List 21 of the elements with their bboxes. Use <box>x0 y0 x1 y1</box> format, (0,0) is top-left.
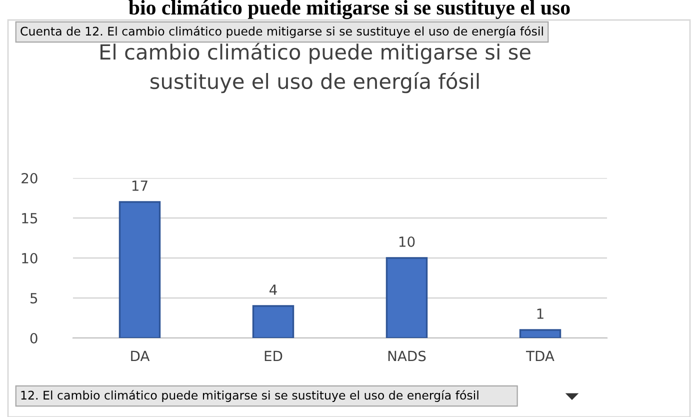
text: bio climático puede mitigarse si se sustituye el uso <box>128 0 570 20</box>
bar <box>252 305 294 338</box>
x-tick-label: ED <box>264 350 282 362</box>
data-label: 1 <box>537 308 544 319</box>
y-tick-label: 20 <box>22 172 38 184</box>
bar <box>386 257 428 338</box>
y-tick-label: 15 <box>22 213 38 224</box>
y-tick-label: 10 <box>22 252 38 264</box>
data-label: 4 <box>270 284 277 295</box>
x-tick-label: TDA <box>526 350 554 362</box>
data-label: 10 <box>399 236 415 247</box>
data-label: 17 <box>132 180 148 191</box>
chart-title: El cambio climático puede mitigarse si se sustituye el uso de energía fósil <box>100 42 530 94</box>
bar <box>519 329 562 338</box>
text: 12. El cambio climático puede mitigarse si se sustituye el uso de energía fósil <box>21 390 478 402</box>
bar <box>118 201 161 338</box>
y-tick-label: 0 <box>30 332 38 344</box>
text: Cuenta de 12. El cambio climático puede mitigarse si se sustituye el uso de energía fósil <box>20 26 543 38</box>
y-tick-label: 5 <box>30 293 38 304</box>
x-tick-label: NADS <box>388 350 426 362</box>
x-tick-label: DA <box>131 350 150 362</box>
